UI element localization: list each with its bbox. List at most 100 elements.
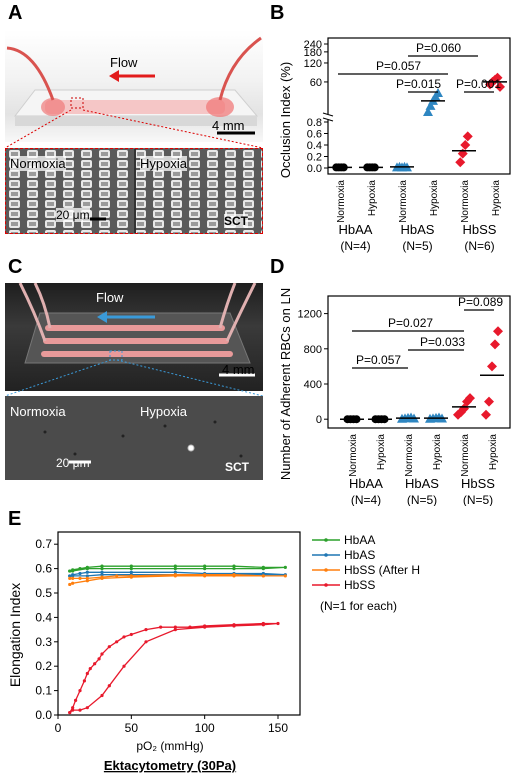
d-axes: 0 400 800 1200: [298, 295, 511, 429]
b-data-point: [495, 81, 505, 92]
e-series-point: [100, 570, 104, 574]
sct-label-a: SCT: [224, 214, 248, 228]
e-series-point: [129, 575, 133, 579]
e-series-point: [129, 632, 133, 637]
e-legend-label: HbAA: [344, 533, 375, 547]
d-data-point: [453, 409, 463, 420]
slide-edge: [15, 116, 257, 126]
b-group-n: (N=5): [402, 239, 432, 253]
tube-3: [218, 283, 237, 329]
e-legend-label: HbSS: [344, 578, 375, 592]
e-y-axis-label: Elongation Index: [7, 583, 23, 687]
micrograph-c-drawing: [43, 420, 243, 464]
e-series-point: [71, 569, 75, 573]
e-series-point: [173, 625, 177, 629]
e-legend-label: HbSS (After HSCT): [344, 563, 420, 577]
panel-letter-b: B: [270, 2, 285, 24]
e-series-point: [85, 671, 89, 676]
channel-1: [45, 325, 225, 331]
e-series-point: [122, 635, 126, 639]
e-series-point: [78, 708, 82, 712]
panel-letter-c: C: [8, 256, 23, 278]
e-series-point: [68, 710, 72, 715]
panel-letter-d: D: [270, 256, 285, 278]
d-y-tick-label: 800: [304, 344, 322, 356]
e-series-point: [100, 576, 104, 580]
e-legend-marker: [324, 583, 328, 587]
d-category-label: Normoxia: [460, 434, 471, 477]
e-series-point: [144, 628, 148, 632]
b-p-value-4: P=0.001: [456, 77, 501, 91]
d-category-label: Hypoxia: [488, 434, 499, 471]
panel-c-micrograph: [5, 396, 263, 480]
b-group-name: HbSS: [463, 222, 497, 237]
e-series-point: [203, 625, 207, 629]
d-y-tick-label: 1200: [298, 309, 322, 321]
b-category-label: Hypoxia: [367, 180, 378, 217]
d-p-values: P=0.089 P=0.027 P=0.033 P=0.057: [352, 295, 503, 369]
d-data-point: [487, 361, 497, 372]
e-series-point: [232, 567, 236, 571]
zoom-box-c: [109, 350, 123, 361]
e-series-point: [71, 708, 75, 712]
e-series-point: [173, 628, 177, 632]
d-category-label: Normoxia: [404, 434, 415, 477]
e-series-point: [129, 564, 133, 568]
e-series-point: [173, 570, 177, 574]
e-series-point: [71, 576, 75, 580]
b-category-label: Hypoxia: [429, 180, 440, 217]
hypoxia-label-c: Hypoxia: [140, 404, 187, 419]
b-category-label: Hypoxia: [491, 180, 502, 217]
b-marks: [328, 72, 507, 172]
e-series-point: [232, 574, 236, 578]
e-frame: [57, 531, 301, 716]
e-lines: [68, 564, 287, 715]
tube-1: [33, 283, 52, 329]
adherent-rbc-chart: Number of Adherent RBCs on LN 0 400 800 120…: [278, 288, 511, 506]
d-p-value-2: P=0.027: [388, 316, 433, 330]
d-category-label: Normoxia: [348, 434, 359, 477]
b-axis-break: [322, 114, 334, 120]
e-series-point: [100, 693, 104, 698]
d-group-n: (N=5): [463, 493, 493, 506]
inlet-port: [41, 98, 65, 116]
e-y-tick-label: 0.7: [35, 537, 52, 551]
e-series-point: [97, 657, 101, 661]
zoom-line-left-c: [4, 359, 112, 397]
sct-label-c: SCT: [225, 460, 249, 474]
e-legend-marker: [324, 568, 328, 572]
e-series-point: [122, 664, 126, 668]
e-series-point: [232, 564, 236, 568]
b-y-tick-label: 240: [304, 39, 322, 51]
b-data-point: [462, 131, 473, 142]
b-p-values: P=0.060 P=0.057 P=0.015 P=0.001: [338, 41, 501, 93]
e-series-point: [173, 574, 177, 578]
d-marks: [340, 326, 504, 424]
e-x-tick-label: 100: [195, 721, 215, 735]
d-group-name: HbAA: [349, 476, 383, 491]
adherent-cell: [187, 444, 195, 452]
e-series-point: [68, 574, 72, 578]
tube-right: [218, 36, 262, 101]
flow-label-c: Flow: [96, 290, 124, 305]
tube-2: [18, 283, 47, 342]
scale-label-c-bottom: 20 μm: [56, 456, 90, 470]
b-group-n: (N=4): [340, 239, 370, 253]
e-series-point: [203, 567, 207, 571]
flow-label-a: Flow: [110, 55, 138, 70]
e-series-point: [129, 567, 133, 571]
d-p-value-1: P=0.089: [458, 295, 503, 309]
e-series-point: [68, 576, 72, 580]
elongation-index-chart: Elongation Index 0.00.10.20.30.40.50.60.…: [7, 531, 420, 773]
e-y-tick-label: 0.1: [35, 684, 52, 698]
b-x-labels: Normoxia Hypoxia Normoxia Hypoxia Normoxia Hy…: [336, 180, 502, 253]
e-series-point: [100, 564, 104, 568]
d-frame: [327, 295, 511, 429]
tube-left: [6, 46, 55, 101]
e-series-point: [129, 570, 133, 574]
d-data-point: [490, 339, 500, 350]
e-series-point: [144, 640, 148, 644]
d-category-label: Hypoxia: [376, 434, 387, 471]
